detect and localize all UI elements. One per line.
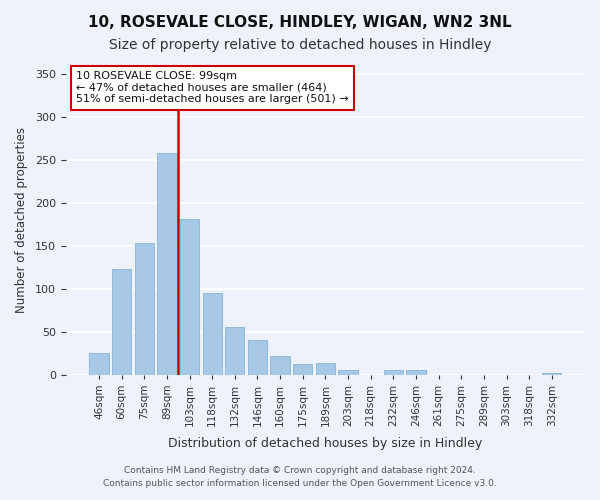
Bar bbox=[542, 373, 562, 374]
Bar bbox=[248, 340, 267, 374]
Text: 10 ROSEVALE CLOSE: 99sqm
← 47% of detached houses are smaller (464)
51% of semi-: 10 ROSEVALE CLOSE: 99sqm ← 47% of detach… bbox=[76, 71, 349, 104]
Bar bbox=[180, 219, 199, 374]
Bar bbox=[406, 370, 425, 374]
Text: Contains HM Land Registry data © Crown copyright and database right 2024.
Contai: Contains HM Land Registry data © Crown c… bbox=[103, 466, 497, 487]
Bar bbox=[112, 269, 131, 374]
Bar bbox=[89, 353, 109, 374]
Bar bbox=[316, 362, 335, 374]
Text: 10, ROSEVALE CLOSE, HINDLEY, WIGAN, WN2 3NL: 10, ROSEVALE CLOSE, HINDLEY, WIGAN, WN2 … bbox=[88, 15, 512, 30]
Bar bbox=[225, 328, 244, 374]
Y-axis label: Number of detached properties: Number of detached properties bbox=[15, 127, 28, 313]
Bar bbox=[383, 370, 403, 374]
Text: Size of property relative to detached houses in Hindley: Size of property relative to detached ho… bbox=[109, 38, 491, 52]
Bar bbox=[134, 243, 154, 374]
Bar bbox=[157, 153, 176, 374]
Bar bbox=[293, 364, 313, 374]
X-axis label: Distribution of detached houses by size in Hindley: Distribution of detached houses by size … bbox=[168, 437, 482, 450]
Bar bbox=[203, 293, 222, 374]
Bar bbox=[338, 370, 358, 374]
Bar bbox=[271, 356, 290, 374]
